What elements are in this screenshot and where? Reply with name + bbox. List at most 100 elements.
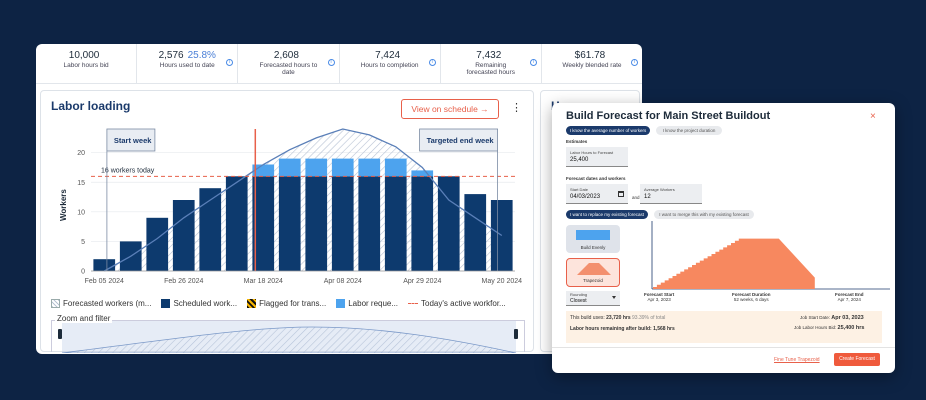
- forecast-preview-chart: [651, 221, 890, 290]
- forecast-end: Forecast End Apr 7, 2024: [835, 292, 864, 302]
- job-bid-label: Job Labor Hours Bid:: [794, 325, 837, 330]
- scheduled-bar: [199, 188, 222, 271]
- stat-value: 7,432: [476, 50, 502, 61]
- field-value: 25,400: [570, 157, 589, 163]
- even-shape-icon: [576, 230, 610, 240]
- y-tick-label: 20: [77, 150, 85, 157]
- stat-weekly-rate: $61.78 Weekly blended rate i: [542, 44, 642, 83]
- stat-value: 10,000: [68, 50, 100, 61]
- scheduled-bar: [437, 176, 460, 271]
- stat-label: Remaining forecasted hours: [466, 62, 515, 76]
- y-axis-label: Workers: [59, 189, 68, 221]
- forecast-swatch-icon: [51, 299, 60, 308]
- info-icon[interactable]: i: [226, 59, 234, 66]
- forecast-end-value: Apr 7, 2024: [837, 297, 861, 302]
- more-options-icon[interactable]: ⋮: [511, 102, 522, 114]
- labor-request-bar: [252, 164, 275, 177]
- build-forecast-modal: Build Forecast for Main Street Buildout …: [552, 103, 895, 373]
- zoom-handle-right[interactable]: [514, 329, 518, 339]
- forecast-duration-label: Forecast Duration: [732, 292, 771, 297]
- y-tick-label: 5: [81, 239, 85, 246]
- close-icon[interactable]: ×: [870, 111, 876, 122]
- average-workers-field[interactable]: Average Workers 12: [640, 184, 702, 204]
- zoom-preview: [61, 321, 517, 354]
- forecast-start: Forecast Start Apr 3, 2023: [644, 292, 674, 302]
- zoom-filter-slider[interactable]: [51, 320, 525, 354]
- stat-remaining-forecasted: 7,432 Remaining forecasted hours i: [441, 44, 542, 83]
- stat-value: 7,424: [375, 50, 401, 61]
- zoom-handle-left[interactable]: [58, 329, 62, 339]
- view-on-schedule-button[interactable]: View on schedule →: [401, 99, 499, 119]
- legend-item-forecast[interactable]: Forecasted workers (m...: [51, 299, 151, 308]
- chart-legend: Forecasted workers (m... Scheduled work.…: [51, 299, 506, 308]
- scheduled-bar: [411, 176, 434, 271]
- info-icon[interactable]: i: [327, 59, 335, 66]
- info-icon[interactable]: i: [529, 59, 537, 66]
- scheduled-bar: [384, 176, 407, 271]
- stats-bar: 10,000 Labor hours bid 2,576 25.8% Hours …: [36, 44, 642, 84]
- dates-heading: Forecast dates and workers: [566, 176, 626, 181]
- forecast-duration-value: 52 weeks, 6 days: [733, 297, 769, 302]
- calendar-icon[interactable]: [618, 191, 624, 197]
- and-label: and: [632, 195, 640, 200]
- start-date-field[interactable]: Start Date 04/03/2023: [566, 184, 628, 204]
- trapezoid-area: [653, 238, 815, 289]
- legend-item-flagged[interactable]: Flagged for trans...: [247, 299, 326, 308]
- labor-request-bar: [278, 158, 301, 177]
- field-value: Closest: [570, 298, 587, 304]
- mode-duration-toggle[interactable]: I know the project duration: [656, 126, 722, 135]
- scheduled-bar: [358, 176, 381, 271]
- fine-tune-trapezoid-link[interactable]: Fine Tune Trapezoid: [774, 357, 820, 363]
- x-tick-label: Mar 18 2024: [244, 278, 283, 285]
- labor-request-bar: [358, 158, 381, 177]
- trapezoid-option[interactable]: Trapezoid: [566, 258, 620, 287]
- build-evenly-option[interactable]: Build Evenly: [566, 225, 620, 253]
- replace-forecast-toggle[interactable]: I want to replace my existing forecast: [566, 210, 648, 219]
- scheduled-bar: [464, 194, 487, 271]
- info-icon[interactable]: i: [631, 59, 639, 66]
- scheduled-bar: [225, 176, 248, 271]
- rounding-select[interactable]: Rounding Closest: [566, 291, 620, 306]
- labor-request-bar: [411, 170, 434, 177]
- scheduled-bar: [305, 176, 328, 271]
- scheduled-bar: [252, 176, 275, 271]
- create-forecast-button[interactable]: Create Forecast: [834, 353, 880, 366]
- scheduled-bar: [172, 200, 195, 271]
- legend-label: Flagged for trans...: [259, 299, 327, 308]
- labor-request-bar: [384, 158, 407, 177]
- uses-value: 23,720 hrs: [606, 315, 631, 321]
- labor-request-bar: [305, 158, 328, 177]
- legend-item-labor-requests[interactable]: Labor reque...: [336, 299, 398, 308]
- stat-labor-hours-bid: 10,000 Labor hours bid: [36, 44, 138, 83]
- forecast-start-value: Apr 3, 2023: [647, 297, 671, 302]
- mode-average-workers-toggle[interactable]: I know the average number of workers: [566, 126, 650, 135]
- stat-label: Labor hours bid: [63, 62, 109, 69]
- stat-forecasted-hours: 2,608 Forecasted hours to date i: [238, 44, 340, 83]
- merge-forecast-toggle[interactable]: I want to merge this with my existing fo…: [654, 210, 754, 219]
- x-tick-label: Apr 29 2024: [403, 278, 441, 285]
- info-icon[interactable]: i: [428, 59, 436, 66]
- forecast-line: [103, 128, 503, 272]
- chevron-down-icon[interactable]: [612, 296, 616, 299]
- estimates-heading: Estimates: [566, 139, 588, 144]
- legend-label: Scheduled work...: [173, 299, 238, 308]
- stat-label: Weekly blended rate: [562, 62, 622, 69]
- x-tick-label: Feb 05 2024: [85, 278, 124, 285]
- stat-value: 2,576: [158, 50, 184, 61]
- legend-item-scheduled[interactable]: Scheduled work...: [161, 299, 237, 308]
- labor-hours-field[interactable]: Labor Hours to Forecast 25,400: [566, 147, 628, 167]
- labor-request-bar: [331, 158, 354, 177]
- stat-value: $61.78: [574, 50, 606, 61]
- labor-loading-card: Labor loading View on schedule → ⋮ 16 wo…: [40, 90, 534, 354]
- start-week-marker[interactable]: Start week: [106, 128, 156, 271]
- forecast-start-label: Forecast Start: [644, 292, 675, 297]
- scheduled-swatch-icon: [161, 299, 171, 308]
- forecast-end-label: Forecast End: [835, 292, 864, 297]
- legend-label: Forecasted workers (m...: [63, 299, 152, 308]
- legend-item-today[interactable]: Today's active workfor...: [408, 299, 506, 308]
- option-label: Build Evenly: [580, 245, 606, 250]
- flagged-swatch-icon: [247, 299, 257, 308]
- y-tick-label: 0: [81, 269, 85, 276]
- field-value: 12: [644, 194, 651, 200]
- end-week-marker[interactable]: Targeted end week: [419, 128, 499, 271]
